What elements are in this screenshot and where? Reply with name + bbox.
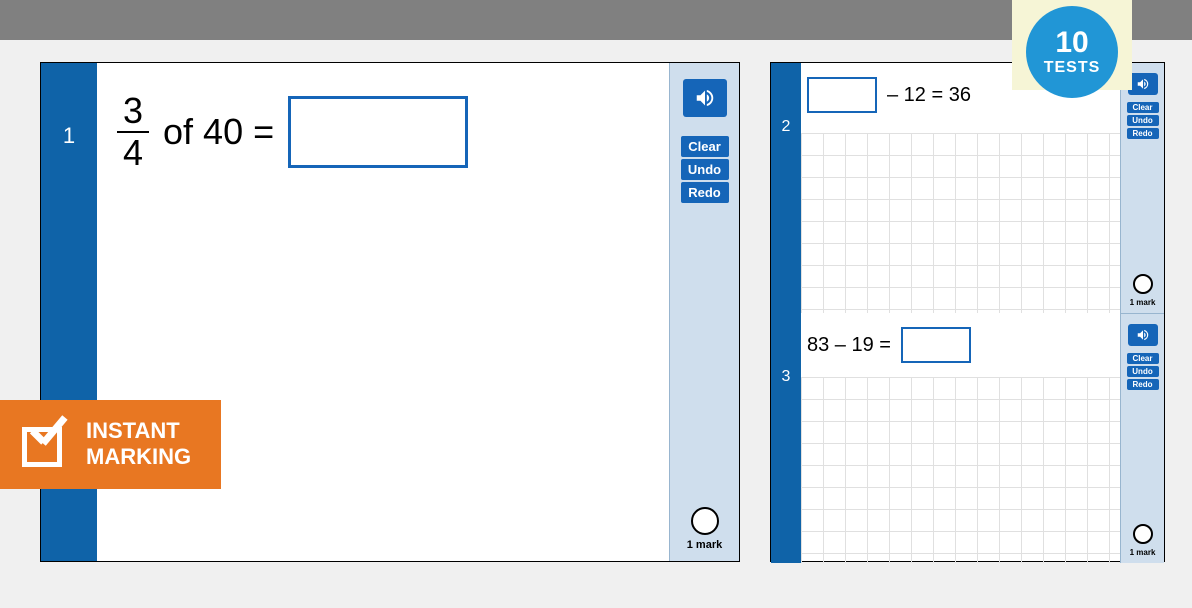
- clear-button[interactable]: Clear: [681, 136, 729, 157]
- undo-button[interactable]: Undo: [681, 159, 729, 180]
- tools-sidebar: Clear Undo Redo 1 mark: [1120, 313, 1164, 563]
- equation-text: of 40 =: [163, 111, 274, 153]
- undo-button[interactable]: Undo: [1127, 366, 1159, 377]
- mark-indicator[interactable]: [691, 507, 719, 535]
- redo-button[interactable]: Redo: [681, 182, 729, 203]
- fraction-numerator: 3: [117, 93, 149, 133]
- speaker-icon: [1136, 328, 1150, 342]
- mark-label: 1 mark: [1130, 298, 1156, 307]
- question-number: 2: [782, 118, 791, 135]
- equation-row: 3 4 of 40 =: [117, 93, 649, 171]
- fraction-denominator: 4: [123, 133, 143, 171]
- tests-badge-number: 10: [1055, 28, 1088, 58]
- equation-text: – 12 = 36: [887, 84, 971, 107]
- question-number-stripe: 2: [771, 63, 801, 313]
- tools-sidebar: Clear Undo Redo 1 mark: [1120, 63, 1164, 313]
- question-panel-right: 2 – 12 = 36 Clear Undo Redo 1 mark 3 83 …: [770, 62, 1165, 562]
- speaker-icon: [1136, 77, 1150, 91]
- question-body: 83 – 19 =: [801, 313, 1120, 563]
- redo-button[interactable]: Redo: [1127, 379, 1159, 390]
- working-grid[interactable]: [801, 377, 1120, 563]
- answer-input[interactable]: [807, 77, 877, 113]
- answer-input[interactable]: [901, 327, 971, 363]
- mark-label: 1 mark: [1130, 548, 1156, 557]
- audio-button[interactable]: [683, 79, 727, 117]
- audio-button[interactable]: [1128, 73, 1158, 95]
- equation-row: 83 – 19 =: [807, 327, 1114, 363]
- redo-button[interactable]: Redo: [1127, 128, 1159, 139]
- instant-line2: MARKING: [86, 444, 191, 470]
- question-body: – 12 = 36: [801, 63, 1120, 313]
- question-number: 1: [63, 123, 75, 148]
- tools-sidebar: Clear Undo Redo 1 mark: [669, 63, 739, 561]
- clear-button[interactable]: Clear: [1127, 102, 1159, 113]
- question-number: 3: [782, 368, 791, 385]
- instant-marking-badge: INSTANT MARKING: [0, 400, 221, 489]
- tests-badge-bg: 10 TESTS: [1012, 0, 1132, 90]
- tests-badge-text: TESTS: [1044, 60, 1101, 76]
- answer-input[interactable]: [288, 96, 468, 168]
- undo-button[interactable]: Undo: [1127, 115, 1159, 126]
- clear-button[interactable]: Clear: [1127, 353, 1159, 364]
- working-grid[interactable]: [801, 133, 1120, 313]
- fraction: 3 4: [117, 93, 149, 171]
- mark-indicator[interactable]: [1133, 274, 1153, 294]
- instant-line1: INSTANT: [86, 418, 191, 444]
- equation-text: 83 – 19 =: [807, 334, 891, 357]
- instant-marking-text: INSTANT MARKING: [86, 418, 191, 471]
- question-number-stripe: 3: [771, 313, 801, 563]
- audio-button[interactable]: [1128, 324, 1158, 346]
- checkbox-tick-icon: [22, 421, 68, 467]
- mark-label: 1 mark: [687, 539, 722, 551]
- speaker-icon: [694, 87, 716, 109]
- tests-badge: 10 TESTS: [1026, 6, 1118, 98]
- mark-indicator[interactable]: [1133, 524, 1153, 544]
